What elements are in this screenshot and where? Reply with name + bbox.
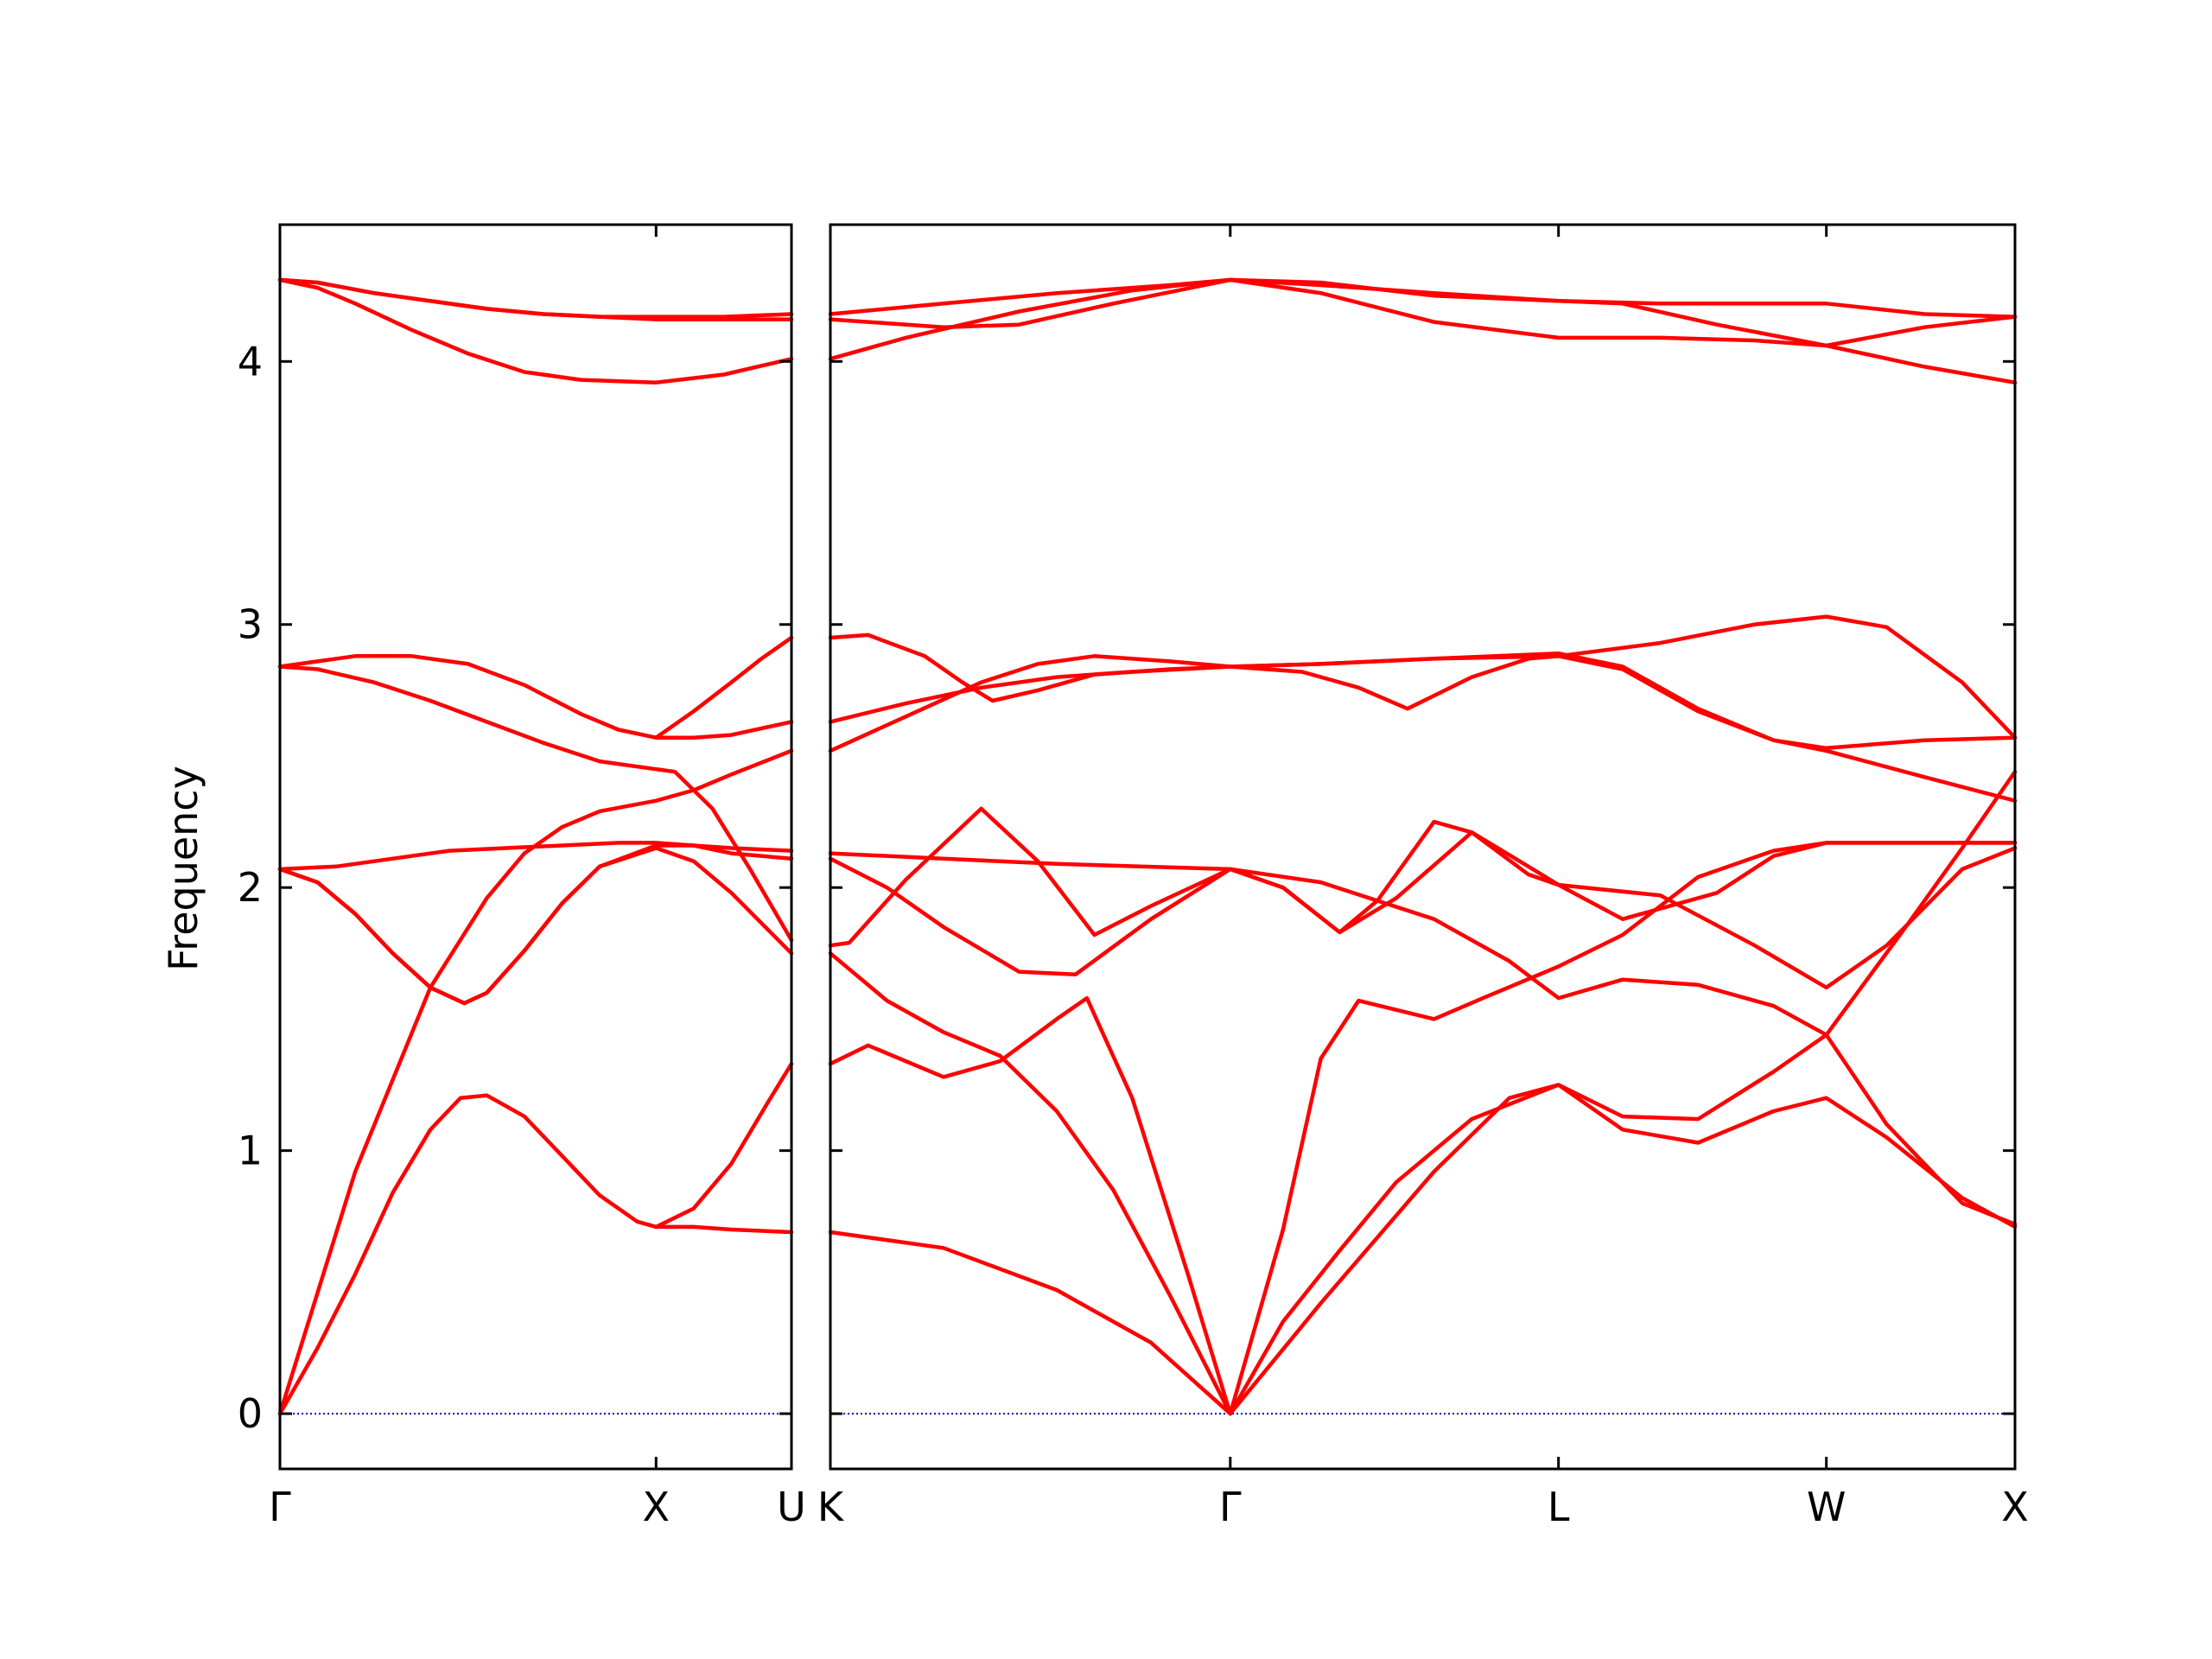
- band-line-7: [654, 635, 794, 740]
- band-line-8: [828, 830, 2018, 990]
- band-line-10: [828, 951, 2018, 1416]
- y-axis-label: Frequency: [160, 766, 207, 971]
- band-line-9: [828, 806, 2018, 948]
- band-line-11: [277, 1061, 794, 1416]
- x-tick-label: K: [817, 1484, 845, 1530]
- x-tick-label: Γ: [269, 1484, 291, 1530]
- x-tick-label: W: [1807, 1484, 1846, 1530]
- x-tick-label: U: [777, 1484, 806, 1530]
- x-tick-label: X: [643, 1484, 671, 1530]
- band-line-1: [828, 277, 2018, 319]
- x-tick-label: Γ: [1219, 1484, 1242, 1530]
- band-line-3: [277, 277, 794, 385]
- band-line-10: [277, 843, 794, 1006]
- x-tick-label: X: [2001, 1484, 2029, 1530]
- plot-frame: [829, 223, 2017, 1471]
- panel-left: 0 1 2 3 4 Γ X U: [238, 223, 806, 1530]
- y-tick-label: 2: [238, 864, 263, 911]
- band-line-3: [828, 277, 2018, 385]
- band-line-12: [828, 1083, 2018, 1416]
- y-tick-label: 0: [238, 1390, 263, 1437]
- y-tick-label: 3: [238, 601, 263, 648]
- band-line-2: [277, 277, 794, 319]
- plot-frame: [278, 223, 793, 1471]
- band-line-11: [828, 841, 2018, 1416]
- band-line-6: [277, 748, 794, 1416]
- band-line-12: [654, 1224, 794, 1235]
- band-line-6: [828, 614, 2018, 753]
- y-tick-label: 4: [238, 338, 263, 385]
- x-tick-label: L: [1548, 1484, 1570, 1530]
- y-tick-label: 1: [238, 1128, 263, 1174]
- band-line-8: [277, 841, 794, 872]
- band-line-4: [828, 632, 2018, 751]
- band-line-4: [277, 654, 794, 740]
- band-line-5: [277, 664, 794, 943]
- band-line-7: [828, 769, 2018, 1037]
- band-line-9: [277, 846, 794, 1006]
